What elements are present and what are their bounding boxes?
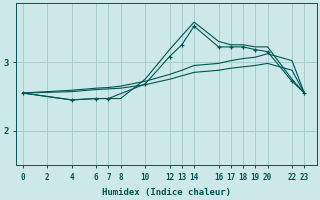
X-axis label: Humidex (Indice chaleur): Humidex (Indice chaleur) [102,188,231,197]
